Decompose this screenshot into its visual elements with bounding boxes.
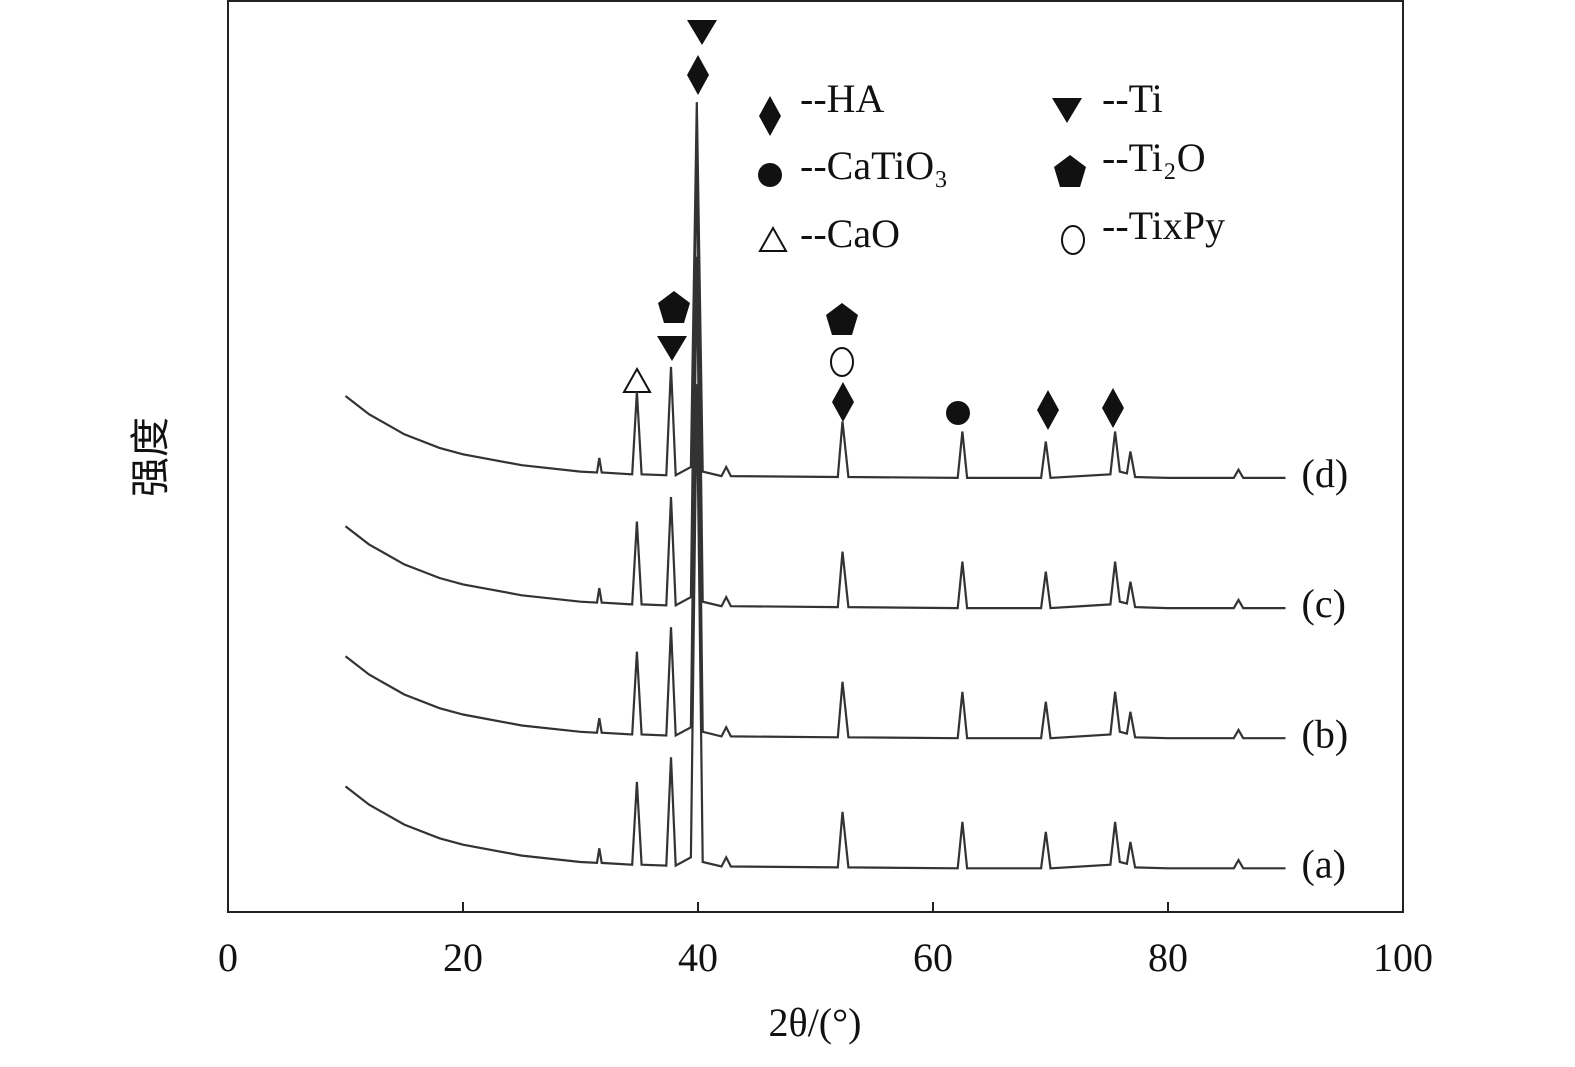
xrd-curve xyxy=(344,147,1286,610)
legend-label: --Ti xyxy=(1102,76,1163,121)
legend-label: --HA xyxy=(800,76,885,121)
series-label: (c) xyxy=(1302,581,1346,626)
legend-label: --TixPy xyxy=(1102,203,1225,248)
x-tick-label: 60 xyxy=(913,935,953,980)
x-tick-label: 20 xyxy=(443,935,483,980)
legend-label: --Ti₂O xyxy=(1102,135,1206,180)
x-axis-label: 2θ/(°) xyxy=(769,1000,862,1045)
x-tick-label: 0 xyxy=(218,935,238,980)
xrd-curve xyxy=(344,102,1286,480)
x-tick-label: 100 xyxy=(1373,935,1433,980)
legend-label: --CaO xyxy=(800,211,900,256)
y-axis-label: 强度 xyxy=(128,417,173,497)
series-label: (a) xyxy=(1302,841,1346,886)
xrd-curve xyxy=(344,384,1286,870)
xrd-curve xyxy=(344,256,1286,740)
phase-legend: --HA --Ti --CaTiO₃ --Ti₂O --CaO --TixPy xyxy=(758,76,1225,256)
legend-label: --CaTiO₃ xyxy=(800,143,948,188)
series-label: (b) xyxy=(1302,711,1349,756)
x-tick-label: 80 xyxy=(1148,935,1188,980)
x-tick-label: 40 xyxy=(678,935,718,980)
series-label: (d) xyxy=(1302,451,1349,496)
plot-frame xyxy=(227,0,1404,913)
